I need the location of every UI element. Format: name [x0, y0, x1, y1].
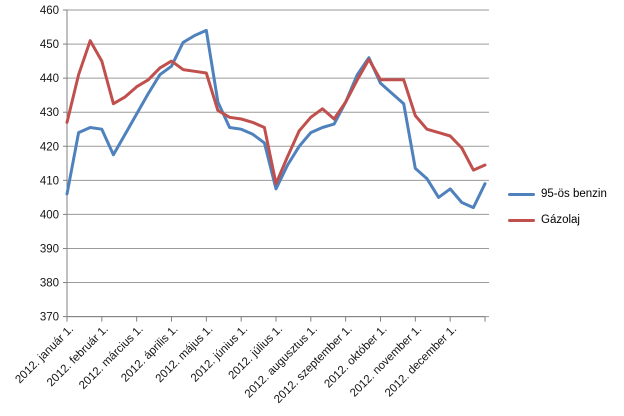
y-axis-label-370: 370	[40, 312, 59, 324]
y-axis-label-400: 400	[40, 209, 59, 221]
x-axis-label-2: 2012. március 1.	[77, 323, 146, 392]
y-axis-label-460: 460	[40, 5, 59, 17]
legend-label-benzin: 95-ös benzin	[541, 188, 607, 200]
legend-line-swatch-gazolaj	[508, 219, 535, 222]
y-axis-label-410: 410	[40, 175, 59, 187]
x-axis-label-1: 2012. február 1.	[45, 323, 111, 389]
chart-legend: 95-ös benzin Gázolaj	[508, 186, 607, 229]
x-axis-label-0: 2012. január 1.	[13, 323, 76, 386]
series-line-0	[65, 28, 487, 210]
y-axis-label-420: 420	[40, 141, 59, 153]
y-axis-label-380: 380	[40, 278, 59, 290]
x-axis-label-9: 2012. október 1.	[322, 323, 389, 390]
legend-item-benzin: 95-ös benzin	[508, 186, 607, 203]
y-axis-label-390: 390	[40, 243, 59, 255]
y-axis-label-450: 450	[40, 39, 59, 51]
legend-line-swatch-benzin	[508, 193, 535, 196]
legend-label-gazolaj: Gázolaj	[541, 214, 580, 226]
y-axis-label-440: 440	[40, 73, 59, 85]
legend-item-gazolaj: Gázolaj	[508, 212, 607, 229]
series-line-1	[65, 39, 487, 186]
y-axis-label-430: 430	[40, 107, 59, 119]
